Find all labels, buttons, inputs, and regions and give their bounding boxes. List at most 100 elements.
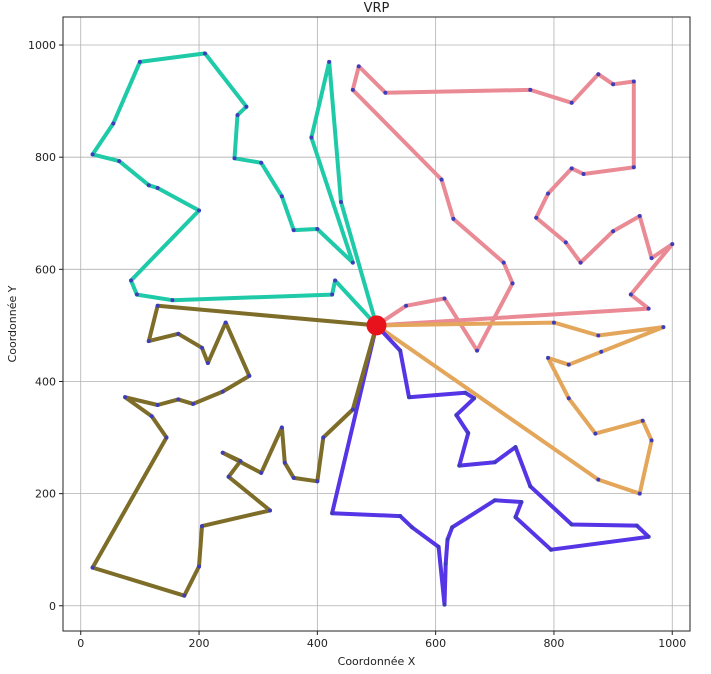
x-axis-label: Coordonnée X <box>338 655 416 668</box>
route-3 <box>374 320 666 496</box>
route-point <box>578 260 583 265</box>
route-point <box>327 59 332 64</box>
route-point <box>646 306 651 311</box>
route-point <box>315 226 320 231</box>
route-point <box>475 348 480 353</box>
route-2 <box>350 64 675 353</box>
route-point <box>350 260 355 265</box>
route-point <box>134 292 139 297</box>
y-tick-label: 200 <box>35 488 56 501</box>
route-point <box>238 459 243 464</box>
route-point <box>90 565 95 570</box>
route-point <box>383 90 388 95</box>
route-point <box>202 51 207 56</box>
route-point <box>634 523 639 528</box>
route-point <box>259 160 264 165</box>
route-point <box>155 403 160 408</box>
route-point <box>123 395 128 400</box>
route-point <box>628 292 633 297</box>
route-point <box>176 331 181 336</box>
route-point <box>457 463 462 468</box>
route-point <box>407 395 412 400</box>
route-point <box>146 339 151 344</box>
route-point <box>649 256 654 261</box>
x-tick-label: 400 <box>307 637 328 650</box>
y-tick-label: 1000 <box>28 39 56 52</box>
route-point <box>599 349 604 354</box>
route-point <box>569 166 574 171</box>
route-point <box>232 156 237 161</box>
route-point <box>259 470 264 475</box>
route-point <box>333 278 338 283</box>
route-point <box>398 348 403 353</box>
route-point <box>90 152 95 157</box>
route-line <box>374 320 666 496</box>
route-point <box>182 593 187 598</box>
route-point <box>596 477 601 482</box>
route-point <box>155 303 160 308</box>
x-tick-label: 800 <box>543 637 564 650</box>
route-point <box>155 186 160 191</box>
depot-layer <box>366 315 387 336</box>
route-point <box>220 389 225 394</box>
y-tick-label: 0 <box>49 600 56 613</box>
route-point <box>149 414 154 419</box>
route-point <box>409 525 414 530</box>
route-point <box>631 79 636 84</box>
route-point <box>492 460 497 465</box>
route-point <box>442 602 447 607</box>
route-point <box>551 320 556 325</box>
route-point <box>339 200 344 205</box>
route-point <box>321 435 326 440</box>
route-point <box>581 172 586 177</box>
route-point <box>170 298 175 303</box>
route-point <box>519 500 524 505</box>
x-tick-label: 200 <box>189 637 210 650</box>
route-point <box>450 525 455 530</box>
chart-title: VRP <box>364 1 390 16</box>
route-point <box>404 303 409 308</box>
route-point <box>436 544 441 549</box>
route-point <box>197 208 202 213</box>
route-point <box>569 100 574 105</box>
route-point <box>226 474 231 479</box>
route-point <box>350 407 355 412</box>
route-point <box>611 229 616 234</box>
route-point <box>492 498 497 503</box>
x-tick-label: 0 <box>77 637 84 650</box>
y-tick-label: 600 <box>35 263 56 276</box>
route-point <box>528 484 533 489</box>
route-point <box>146 183 151 188</box>
x-tick-label: 600 <box>425 637 446 650</box>
route-point <box>223 320 228 325</box>
route-point <box>649 438 654 443</box>
route-point <box>637 214 642 219</box>
route-point <box>611 82 616 87</box>
route-point <box>164 435 169 440</box>
route-point <box>330 511 335 516</box>
route-point <box>117 159 122 164</box>
route-point <box>513 515 518 520</box>
plot-frame <box>62 16 691 632</box>
route-line <box>90 51 379 328</box>
y-tick-label: 800 <box>35 151 56 164</box>
route-point <box>596 333 601 338</box>
y-axis-label: Coordonnée Y <box>6 285 19 362</box>
series-layer <box>90 51 675 607</box>
route-point <box>205 360 210 365</box>
route-point <box>670 242 675 247</box>
route-point <box>129 278 134 283</box>
route-point <box>176 397 181 402</box>
route-point <box>350 87 355 92</box>
route-point <box>279 194 284 199</box>
tick-layer: 0 200 400 600 800 1000 0 200 400 600 800 1000 <box>28 39 686 650</box>
route-point <box>463 390 468 395</box>
route-point <box>566 362 571 367</box>
route-point <box>548 547 553 552</box>
route-point <box>443 561 448 566</box>
route-point <box>315 479 320 484</box>
route-point <box>268 508 273 513</box>
route-point <box>566 396 571 401</box>
route-point <box>200 345 205 350</box>
